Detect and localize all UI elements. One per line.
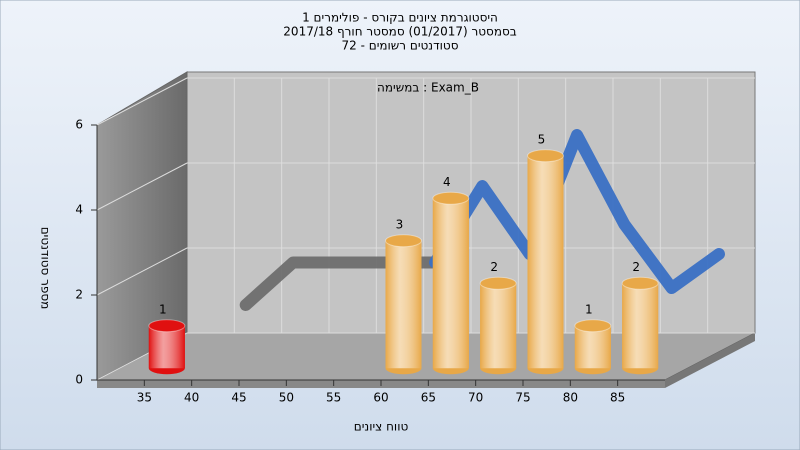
bar-shade — [385, 240, 422, 369]
bar-shade — [148, 325, 185, 369]
floor-edge — [665, 333, 755, 388]
grid-line — [96, 247, 188, 296]
title: היסטוגרמת ציונים בקורס - פולימרים 1 — [302, 11, 498, 25]
value-label: 2 — [632, 260, 640, 274]
x-tick-label: 75 — [515, 391, 530, 405]
subtitle: במשימה : Exam_B — [377, 81, 479, 95]
bar-shade — [574, 325, 611, 369]
value-label: 1 — [585, 302, 593, 316]
x-tick-label: 60 — [373, 391, 388, 405]
x-tick-label: 65 — [421, 391, 436, 405]
y-axis-label: מספר סטודנטים — [39, 227, 53, 310]
bar-top — [574, 319, 612, 333]
bar-shade — [432, 198, 469, 369]
y-tick-label: 2 — [75, 288, 83, 302]
grid-line — [96, 162, 188, 211]
title-block: היסטוגרמת ציונים בקורס - פולימרים 1 בסמס… — [283, 11, 516, 53]
x-tick-label: 70 — [468, 391, 483, 405]
bar-shade — [480, 283, 517, 369]
x-tick-label: 40 — [184, 391, 199, 405]
bar-top — [385, 234, 422, 248]
value-label: 1 — [159, 302, 167, 316]
value-label: 5 — [538, 132, 546, 146]
title: בסמסטר (01/2017) סמסטר חורף 2017/18 — [283, 25, 516, 39]
x-tick-label: 50 — [279, 391, 294, 405]
bar-top — [148, 319, 186, 333]
grid-line — [96, 77, 188, 126]
x-tick-label: 55 — [326, 391, 341, 405]
x-tick-label: 35 — [137, 391, 152, 405]
bar-top — [621, 276, 659, 290]
value-label: 3 — [396, 217, 404, 231]
bar-shade — [527, 155, 564, 369]
x-tick-label: 45 — [231, 391, 246, 405]
plot: 0 2 4 6 35 40 45 50 55 60 65 70 75 80 85 1 3 4 2 5 1 2 — [75, 77, 755, 405]
value-label: 2 — [490, 260, 498, 274]
title: סטודנטים רשומים - 72 — [341, 39, 458, 53]
x-tick-label: 80 — [563, 391, 578, 405]
value-label: 4 — [443, 175, 451, 189]
y-tick-label: 4 — [75, 203, 83, 217]
bar-shade — [622, 283, 659, 369]
bar-top — [527, 149, 564, 163]
bar-top — [432, 191, 470, 205]
x-axis-label: טווח ציונים — [354, 420, 409, 434]
y-tick-label: 6 — [75, 118, 83, 132]
x-tick-label: 85 — [610, 391, 625, 405]
y-tick-label: 0 — [75, 373, 83, 387]
bar-top — [479, 276, 517, 290]
ribbon — [429, 129, 725, 295]
